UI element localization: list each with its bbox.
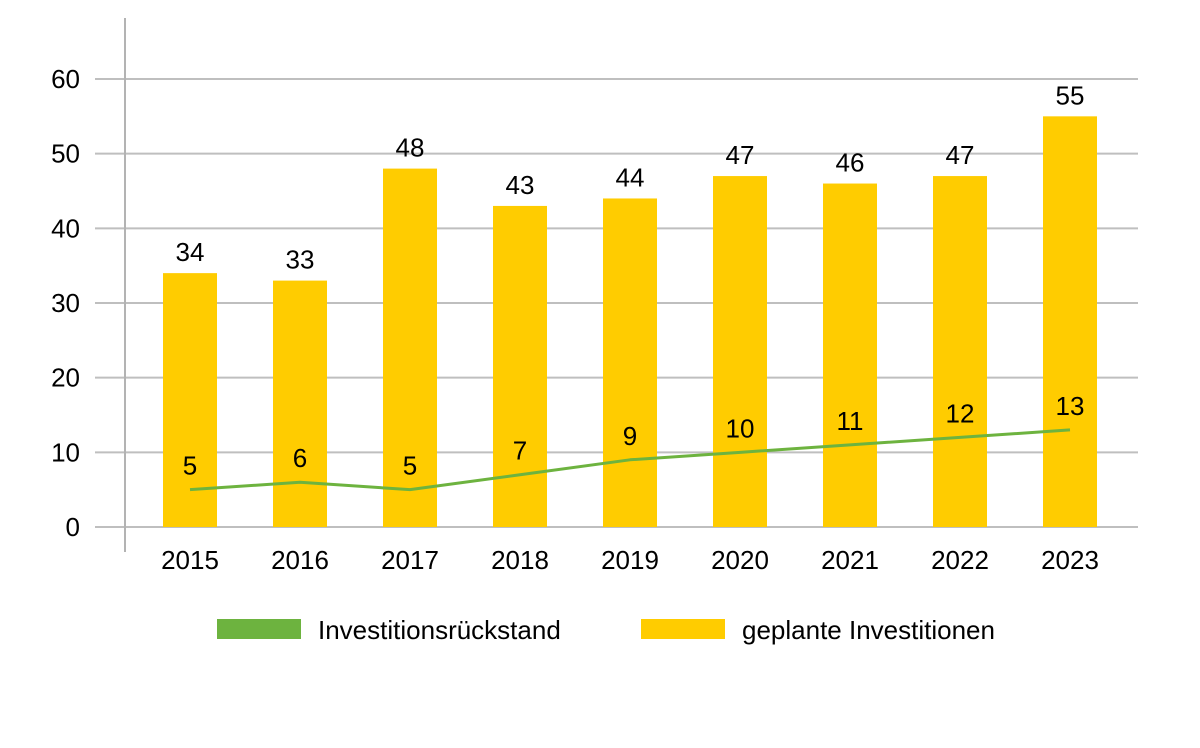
y-tick-label-10: 10 (51, 437, 80, 467)
x-tick-label-2022: 2022 (931, 545, 989, 575)
bar-label-2020: 47 (726, 140, 755, 170)
bar-label-2018: 43 (506, 170, 535, 200)
bar-label-2015: 34 (176, 237, 205, 267)
bar-label-2016: 33 (286, 245, 315, 275)
x-tick-label-2019: 2019 (601, 545, 659, 575)
line-label-2023: 13 (1056, 391, 1085, 421)
x-tick-label-2015: 2015 (161, 545, 219, 575)
x-tick-label-2021: 2021 (821, 545, 879, 575)
y-tick-label-0: 0 (66, 512, 80, 542)
bar-label-2019: 44 (616, 162, 645, 192)
bar-2022 (933, 176, 987, 528)
line-data-labels: 5 6 5 7 9 10 11 12 13 (183, 391, 1085, 481)
line-label-2015: 5 (183, 451, 197, 481)
bar-label-2021: 46 (836, 148, 865, 178)
bar-label-2017: 48 (396, 133, 425, 163)
line-label-2018: 7 (513, 436, 527, 466)
bar-2015 (163, 273, 217, 527)
line-label-2017: 5 (403, 451, 417, 481)
y-tick-label-50: 50 (51, 139, 80, 169)
bar-data-labels: 34 33 48 43 44 47 46 47 55 (176, 80, 1085, 274)
line-label-2016: 6 (293, 443, 307, 473)
x-tick-label-2018: 2018 (491, 545, 549, 575)
bar-label-2023: 55 (1056, 80, 1085, 110)
bar-2017 (383, 168, 437, 527)
y-tick-labels: 0 10 20 30 40 50 60 (51, 64, 80, 542)
y-tick-label-30: 30 (51, 288, 80, 318)
bar-2023 (1043, 116, 1097, 527)
y-tick-label-40: 40 (51, 213, 80, 243)
line-series (189, 428, 1071, 492)
legend-swatch-bar (641, 619, 725, 639)
y-tick-label-20: 20 (51, 363, 80, 393)
x-tick-label-2017: 2017 (381, 545, 439, 575)
bar-label-2022: 47 (946, 140, 975, 170)
line-label-2022: 12 (946, 398, 975, 428)
legend-label-line: Investitionsrückstand (318, 615, 561, 645)
bar-2020 (713, 176, 767, 528)
x-tick-label-2016: 2016 (271, 545, 329, 575)
x-tick-label-2023: 2023 (1041, 545, 1099, 575)
bar-2021 (823, 183, 877, 528)
y-tick-label-60: 60 (51, 64, 80, 94)
bar-2016 (273, 280, 327, 527)
bar-2018 (493, 205, 547, 527)
bar-series (163, 116, 1097, 528)
x-tick-labels: 2015 2016 2017 2018 2019 2020 2021 2022 2023 (161, 545, 1099, 575)
line-label-2019: 9 (623, 421, 637, 451)
bar-2019 (603, 198, 657, 527)
legend: Investitionsrückstand geplante Investiti… (217, 615, 995, 645)
legend-swatch-line (217, 619, 301, 639)
legend-label-bar: geplante Investitionen (742, 615, 995, 645)
x-tick-label-2020: 2020 (711, 545, 769, 575)
line-label-2020: 10 (726, 413, 755, 443)
line-investitionsrueckstand (189, 428, 1071, 492)
line-label-2021: 11 (837, 406, 864, 436)
